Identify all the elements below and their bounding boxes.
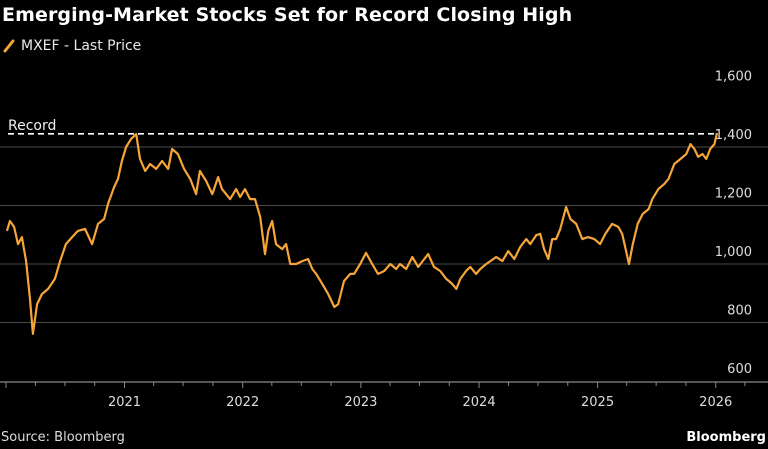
x-tick-label: 2023	[344, 395, 377, 410]
series-line-mxef	[5, 132, 719, 335]
source-note: Source: Bloomberg	[1, 430, 125, 445]
y-tick-label: 600	[727, 362, 752, 377]
record-label: Record	[8, 118, 56, 134]
y-tick-label: 800	[727, 304, 752, 319]
x-tick-label: 2024	[463, 395, 496, 410]
x-tick-label: 2021	[108, 395, 141, 410]
y-tick-label: 1,400	[715, 128, 752, 143]
x-tick-label: 2025	[581, 395, 614, 410]
y-tick-label: 1,000	[715, 245, 752, 260]
x-tick-label: 2022	[226, 395, 259, 410]
chart-title: Emerging-Market Stocks Set for Record Cl…	[2, 4, 573, 26]
y-tick-label: 1,200	[715, 187, 752, 202]
y-tick-label: 1,600	[715, 70, 752, 85]
legend-line-icon	[3, 39, 15, 53]
x-tick-label: 2026	[699, 395, 732, 410]
legend-label: MXEF - Last Price	[21, 38, 142, 54]
bloomberg-logo: Bloomberg	[686, 430, 766, 445]
legend: MXEF - Last Price	[3, 38, 141, 54]
